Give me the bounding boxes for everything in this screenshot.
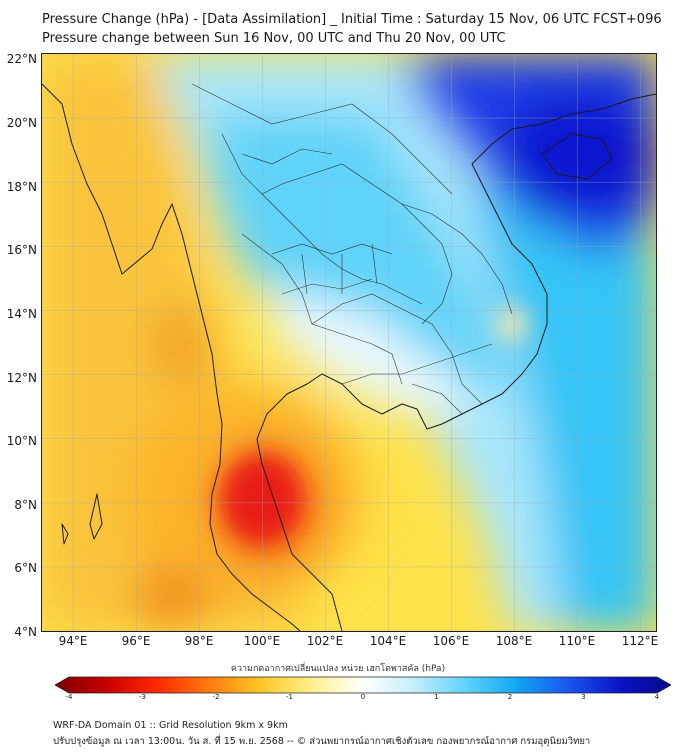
lon-label: 112°E bbox=[621, 634, 659, 648]
lon-label: 110°E bbox=[558, 634, 596, 648]
colorbar-tick-label: -3 bbox=[139, 693, 146, 701]
lon-label: 94°E bbox=[58, 634, 88, 648]
title-line-1: Pressure Change (hPa) - [Data Assimilati… bbox=[42, 12, 662, 27]
map-panel[interactable] bbox=[41, 53, 657, 632]
colorbar-tick-label: -2 bbox=[212, 693, 220, 701]
title-line-2: Pressure change between Sun 16 Nov, 00 U… bbox=[42, 31, 506, 46]
pressure-change-map bbox=[42, 54, 656, 631]
lon-label: 106°E bbox=[432, 634, 470, 648]
lat-label: 10°N bbox=[6, 434, 37, 448]
lon-label: 98°E bbox=[184, 634, 214, 648]
borders bbox=[191, 83, 513, 415]
lat-label: 4°N bbox=[14, 625, 37, 639]
lon-label: 100°E bbox=[243, 634, 281, 648]
colorbar-title: ความกดอากาศเปลี่ยนแปลง หน่วย เฮกโตพาสคัล… bbox=[230, 664, 446, 674]
colorbar-tick-label: -4 bbox=[65, 693, 73, 701]
colorbar-tick-label: -1 bbox=[286, 693, 293, 701]
lat-label: 14°N bbox=[6, 307, 37, 321]
colorbar-tick-label: 2 bbox=[507, 693, 513, 701]
colorbar-gradient bbox=[55, 676, 671, 694]
lat-label: 6°N bbox=[14, 561, 37, 575]
lat-label: 18°N bbox=[6, 180, 37, 194]
colorbar-tick-label: 1 bbox=[434, 693, 439, 701]
colorbar bbox=[55, 676, 671, 694]
lon-label: 102°E bbox=[306, 634, 344, 648]
footer-credit: ปรับปรุงข้อมูล ณ เวลา 13:00น. วัน ส. ที่… bbox=[53, 736, 591, 747]
lat-label: 22°N bbox=[6, 52, 37, 66]
colorbar-tick-label: 3 bbox=[581, 693, 586, 701]
colorbar-tick-label: 4 bbox=[654, 693, 660, 701]
graticule bbox=[42, 54, 656, 631]
lat-label: 20°N bbox=[6, 116, 37, 130]
lat-label: 16°N bbox=[6, 243, 37, 257]
colorbar-tick-label: 0 bbox=[360, 693, 366, 701]
field-core bbox=[222, 306, 526, 544]
lon-label: 104°E bbox=[369, 634, 407, 648]
lat-label: 8°N bbox=[14, 498, 37, 512]
coastlines bbox=[42, 83, 656, 631]
lon-label: 108°E bbox=[495, 634, 533, 648]
lat-label: 12°N bbox=[6, 371, 37, 385]
lon-label: 96°E bbox=[121, 634, 151, 648]
footer-model-info: WRF-DA Domain 01 :: Grid Resolution 9km … bbox=[53, 720, 288, 731]
